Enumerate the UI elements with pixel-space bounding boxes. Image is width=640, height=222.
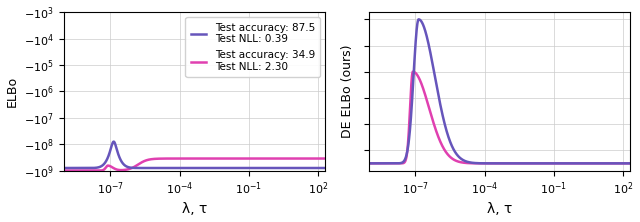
- Legend: Test accuracy: 87.5
Test NLL: 0.39, Test accuracy: 34.9
Test NLL: 2.30: Test accuracy: 87.5 Test NLL: 0.39, Test…: [186, 17, 320, 77]
- X-axis label: λ, τ: λ, τ: [487, 202, 512, 216]
- Y-axis label: DE ELBo (ours): DE ELBo (ours): [340, 45, 354, 138]
- Y-axis label: ELBo: ELBo: [6, 76, 19, 107]
- X-axis label: λ, τ: λ, τ: [182, 202, 207, 216]
